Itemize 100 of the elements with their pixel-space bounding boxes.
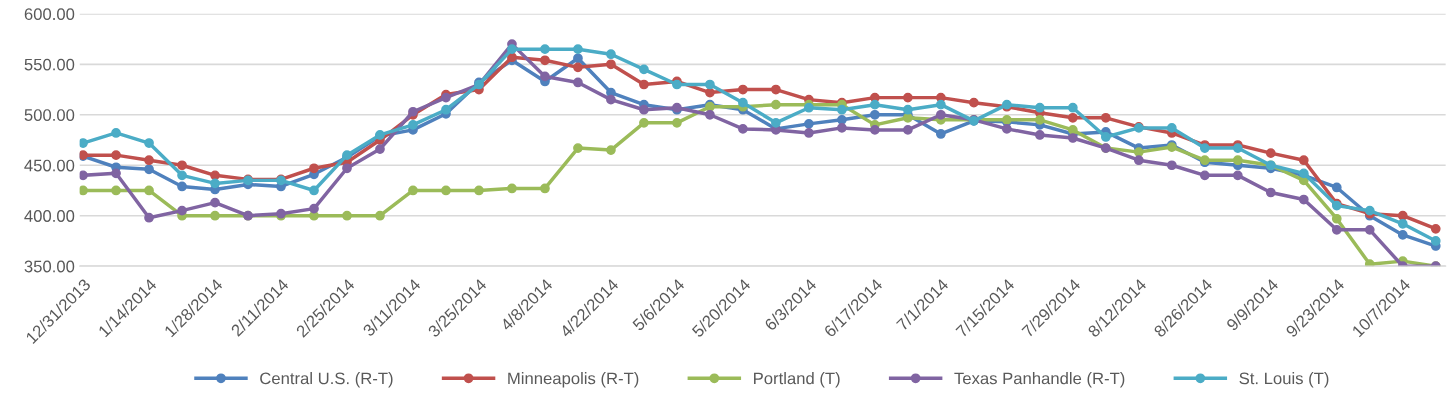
point (1298, 155, 1309, 166)
point (738, 84, 748, 95)
point (474, 185, 484, 196)
point (1430, 223, 1441, 234)
point (1298, 194, 1309, 205)
point (1067, 125, 1078, 135)
point (210, 210, 220, 221)
point (935, 129, 946, 139)
point (111, 168, 121, 179)
point (309, 203, 319, 214)
point (804, 118, 814, 129)
point (144, 185, 154, 196)
point (903, 125, 913, 135)
y-tick-label: 400.00 (24, 210, 75, 222)
point (837, 123, 847, 133)
point (606, 49, 616, 60)
point (573, 53, 583, 64)
point (441, 104, 451, 115)
point (1133, 155, 1144, 166)
point (111, 128, 121, 138)
point (672, 117, 682, 128)
point (408, 185, 418, 196)
legend-label: Central U.S. (R-T) (260, 372, 393, 388)
legend-label: Texas Panhandle (R-T) (954, 372, 1125, 388)
point (1397, 210, 1408, 221)
point (771, 117, 781, 128)
point (935, 109, 946, 120)
point (968, 97, 979, 108)
point (935, 99, 946, 110)
point (144, 138, 154, 148)
point (507, 44, 517, 55)
point (408, 120, 418, 130)
point (837, 104, 847, 115)
point (79, 138, 88, 148)
point (1034, 102, 1045, 113)
point (144, 155, 154, 166)
point (1331, 213, 1342, 224)
point (639, 104, 649, 115)
point (738, 97, 748, 108)
point (1397, 218, 1408, 229)
point (1034, 130, 1045, 140)
point (79, 185, 88, 196)
point (1067, 102, 1078, 113)
point (771, 99, 781, 110)
point (177, 160, 187, 171)
point (1331, 224, 1342, 235)
point (1397, 230, 1408, 240)
point (573, 44, 583, 55)
point (1199, 170, 1210, 181)
y-tick-label: 600.00 (24, 8, 75, 21)
point (870, 125, 880, 135)
point (309, 185, 319, 196)
point (210, 197, 220, 208)
point (1331, 182, 1342, 193)
point (1265, 148, 1276, 158)
point (507, 183, 517, 194)
point (1166, 160, 1177, 171)
y-tick-label: 450.00 (24, 159, 75, 172)
point (111, 185, 121, 196)
point (606, 94, 616, 105)
point (639, 64, 649, 75)
point (1265, 187, 1276, 198)
point (1067, 133, 1078, 143)
point (177, 170, 187, 181)
point (540, 71, 550, 82)
point (804, 128, 814, 138)
point (837, 114, 847, 125)
point (606, 145, 616, 155)
point (573, 62, 583, 73)
point (1133, 147, 1144, 157)
point (375, 144, 385, 154)
point (903, 92, 913, 103)
point (1034, 114, 1045, 125)
point (1067, 112, 1078, 123)
point (1430, 236, 1441, 246)
point (1166, 123, 1177, 133)
y-tick-label: 350.00 (24, 260, 75, 273)
legend-label: St. Louis (T) (1239, 372, 1329, 388)
point (870, 109, 880, 120)
point (639, 117, 649, 128)
point (1364, 259, 1375, 267)
point (210, 178, 220, 189)
point (144, 164, 154, 175)
point (870, 99, 880, 110)
point (1100, 112, 1111, 123)
legend-label: Portland (T) (754, 372, 840, 388)
point (177, 181, 187, 192)
point (79, 170, 88, 181)
y-tick-label: 500.00 (24, 109, 75, 121)
point (903, 104, 913, 115)
legend-label: Minneapolis (R-T) (508, 372, 639, 388)
point (111, 150, 121, 161)
point (441, 185, 451, 196)
point (606, 59, 616, 70)
point (210, 170, 220, 181)
point (342, 210, 352, 221)
point (540, 55, 550, 66)
point (1364, 224, 1375, 235)
point (705, 79, 715, 90)
point (375, 210, 385, 221)
